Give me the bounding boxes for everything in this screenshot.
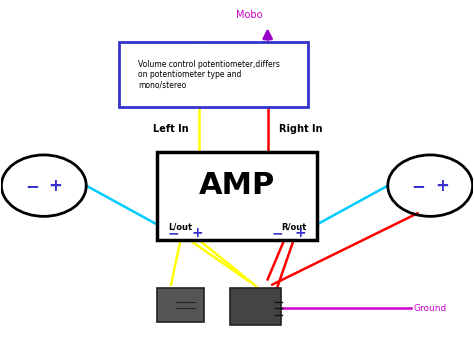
Text: −: − [168,226,179,240]
Text: +: + [435,177,449,195]
FancyBboxPatch shape [230,288,281,325]
Text: +: + [191,226,203,240]
FancyBboxPatch shape [119,42,308,107]
Text: Left In: Left In [153,124,189,135]
Text: +: + [295,226,306,240]
Text: −: − [25,177,39,195]
Text: −: − [271,226,283,240]
Text: Ground: Ground [414,304,447,313]
Text: −: − [411,177,425,195]
Text: L/out: L/out [168,222,192,231]
Text: R/out: R/out [281,222,306,231]
Text: Mobo: Mobo [236,10,262,20]
FancyBboxPatch shape [157,151,317,240]
Text: AMP: AMP [199,171,275,200]
Text: Volume control potentiometer,differs
on potentiometer type and
mono/stereo: Volume control potentiometer,differs on … [138,60,280,90]
FancyBboxPatch shape [157,288,203,322]
Text: +: + [49,177,63,195]
Text: Right In: Right In [279,124,322,135]
